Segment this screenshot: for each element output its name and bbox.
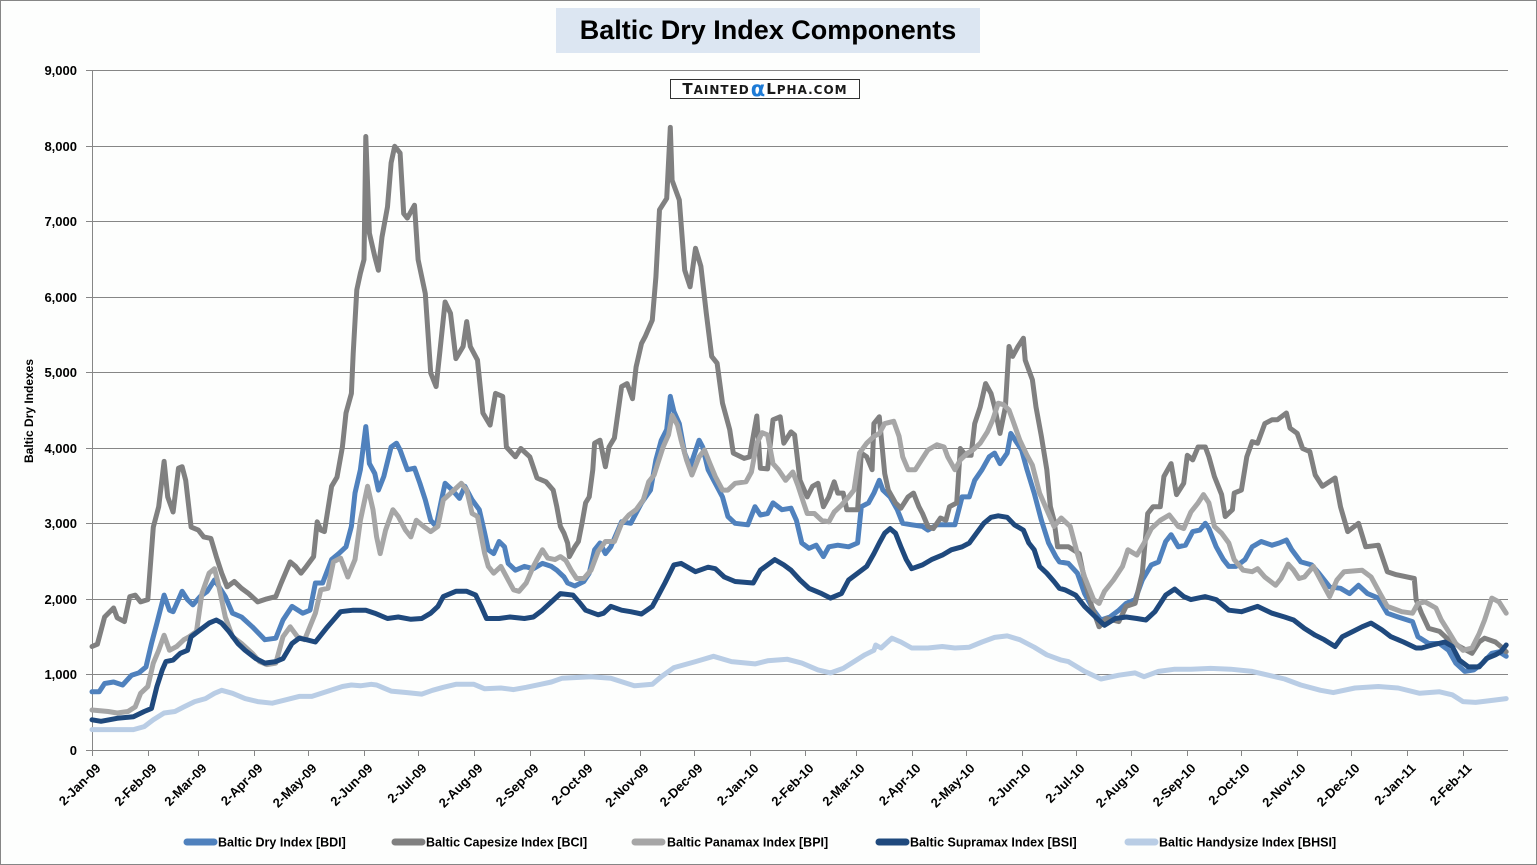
series-line-bpi (89, 400, 1509, 716)
chart-title-box: Baltic Dry Index Components (556, 8, 980, 53)
legend-label: Baltic Capesize Index [BCI] (426, 836, 587, 850)
x-tick-label: 2-May-09 (270, 761, 320, 811)
x-tick-label: 2-Nov-09 (602, 761, 651, 810)
legend: Baltic Dry Index [BDI] Baltic Capesize In… (183, 836, 1336, 850)
watermark-prefix: TAINTED (682, 79, 750, 98)
legend-item-bpi: Baltic Panamax Index [BPI] (631, 836, 828, 850)
series-lines (89, 124, 1509, 733)
x-tick-label: 2-Jan-09 (56, 761, 104, 809)
series-line-bhsi (89, 633, 1509, 733)
x-tick-label: 2-Apr-10 (876, 761, 924, 809)
legend-label: Baltic Dry Index [BDI] (218, 836, 346, 850)
x-tick-label: 2-Feb-09 (111, 761, 159, 809)
axes: 0 1,000 2,000 3,000 4,000 5,000 6,000 7,000 8,00… (44, 63, 1508, 810)
legend-label: Baltic Handysize Index [BHSI] (1159, 836, 1336, 850)
y-tick-label: 8,000 (44, 139, 77, 154)
x-tick-label: 2-Oct-09 (548, 761, 595, 808)
legend-item-bci: Baltic Capesize Index [BCI] (391, 836, 587, 850)
x-tick-label: 2-Jun-10 (985, 761, 1033, 809)
x-tick-label: 2-Feb-11 (1427, 761, 1475, 809)
x-tick-label: 2-Mar-09 (161, 761, 209, 809)
x-tick-label: 2-Jan-10 (714, 761, 762, 809)
legend-label: Baltic Panamax Index [BPI] (667, 836, 828, 850)
y-tick-label: 9,000 (44, 63, 77, 78)
watermark-logo: TAINTED α LPHA.COM (670, 77, 860, 101)
series-line-bdi (89, 393, 1509, 695)
x-tick-label: 2-Apr-09 (218, 761, 266, 809)
gridlines (92, 70, 1508, 675)
chart-title: Baltic Dry Index Components (579, 15, 957, 45)
x-tick-label: 2-Dec-09 (657, 761, 706, 810)
x-tick-label: 2-Jan-11 (1371, 761, 1418, 808)
y-tick-label: 7,000 (44, 214, 77, 229)
y-tick-label: 4,000 (44, 441, 77, 456)
y-axis-title: Baltic Dry Indexes (22, 359, 36, 463)
x-tick-label: 2-Feb-10 (768, 761, 816, 809)
x-tick-label: 2-Aug-10 (1093, 761, 1143, 811)
legend-item-bhsi: Baltic Handysize Index [BHSI] (1124, 836, 1336, 850)
x-tick-label: 2-Jul-10 (1042, 761, 1087, 806)
x-tick-label: 2-Nov-10 (1259, 761, 1308, 810)
x-tick-label: 2-Jul-09 (384, 761, 429, 806)
x-tick-label: 2-Jun-09 (327, 761, 375, 809)
x-tick-label: 2-Aug-09 (436, 761, 486, 811)
y-tick-label: 2,000 (44, 592, 77, 607)
x-tick-label: 2-Dec-10 (1314, 761, 1363, 810)
x-tick-label: 2-Sep-09 (493, 761, 542, 810)
legend-item-bsi: Baltic Supramax Index [BSI] (875, 836, 1077, 850)
watermark-alpha-glyph: α (750, 77, 766, 101)
y-tick-label: 6,000 (44, 290, 77, 305)
y-tick-label: 3,000 (44, 516, 77, 531)
watermark-suffix: LPHA.COM (766, 79, 848, 98)
series-line-bci (89, 124, 1509, 656)
x-tick-label: 2-Sep-10 (1150, 761, 1199, 810)
series-line-bsi (89, 513, 1509, 724)
x-tick-label: 2-Mar-10 (819, 761, 867, 809)
legend-item-bdi: Baltic Dry Index [BDI] (183, 836, 346, 850)
x-tick-label: 2-May-10 (928, 761, 978, 811)
y-tick-label: 5,000 (44, 365, 77, 380)
x-tick-label: 2-Oct-10 (1205, 761, 1252, 808)
y-tick-label: 0 (70, 743, 77, 758)
y-tick-label: 1,000 (44, 667, 77, 682)
legend-label: Baltic Supramax Index [BSI] (910, 836, 1077, 850)
